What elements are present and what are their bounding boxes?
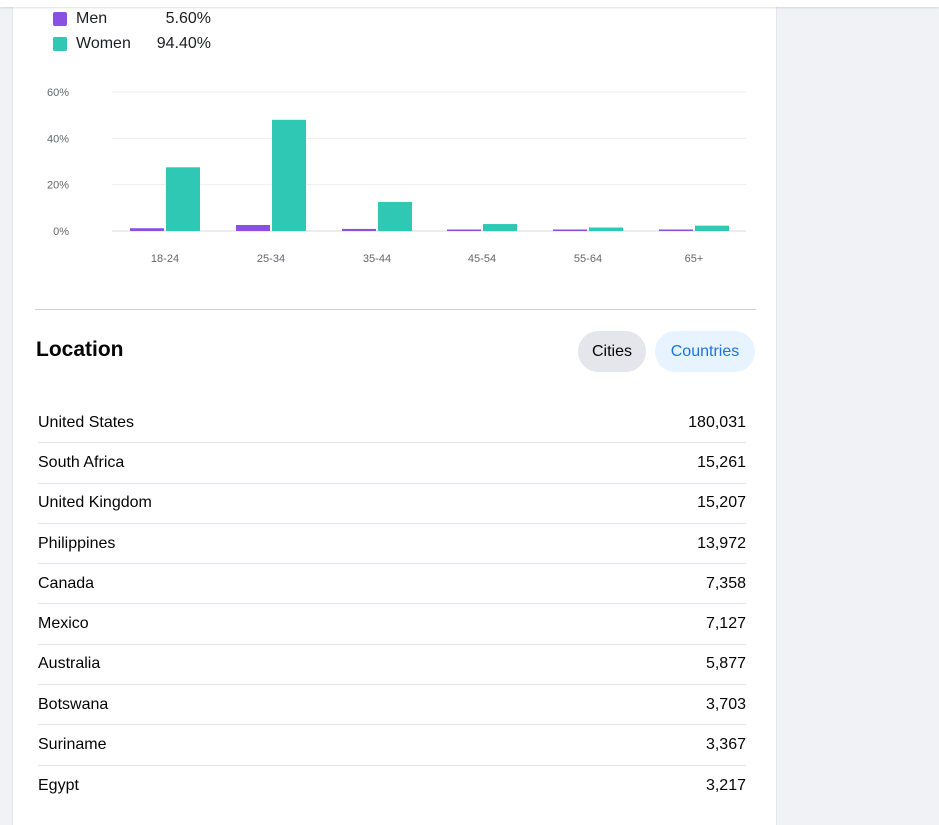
location-value: 3,217 xyxy=(705,776,746,794)
location-name: Suriname xyxy=(38,736,107,754)
list-item: Canada 7,358 xyxy=(38,564,746,605)
list-item: Botswana 3,703 xyxy=(38,685,746,726)
location-value: 3,703 xyxy=(705,695,746,713)
x-tick-label: 18-24 xyxy=(151,253,179,265)
list-item: Egypt 3,217 xyxy=(38,766,746,806)
location-value: 15,261 xyxy=(697,453,746,471)
list-item: Australia 5,877 xyxy=(38,645,746,686)
bar-women-65+[interactable] xyxy=(695,225,729,231)
bar-men-55-64[interactable] xyxy=(553,229,587,232)
location-value: 7,127 xyxy=(705,615,746,633)
legend-item-women: Women 94.40% xyxy=(53,34,211,54)
bar-men-25-34[interactable] xyxy=(236,224,270,231)
location-value: 5,877 xyxy=(705,655,746,673)
legend-swatch-men xyxy=(53,12,67,26)
section-divider xyxy=(35,309,756,310)
x-tick-label: 45-54 xyxy=(468,253,496,265)
location-value: 13,972 xyxy=(697,534,746,552)
location-name: Mexico xyxy=(38,615,89,633)
location-name: Canada xyxy=(38,574,95,592)
top-bar xyxy=(0,0,939,7)
age-gender-bar-chart: 0% 20% 40% 60% 18-24 25-34 35-44 45-54 55-64 65+ xyxy=(47,87,746,265)
bar-women-45-54[interactable] xyxy=(483,224,517,231)
location-value: 180,031 xyxy=(688,413,746,431)
legend-swatch-women xyxy=(53,37,67,51)
list-item: South Africa 15,261 xyxy=(38,443,746,484)
bar-men-45-54[interactable] xyxy=(447,229,481,232)
bar-women-35-44[interactable] xyxy=(378,202,412,231)
bar-men-35-44[interactable] xyxy=(342,228,376,231)
location-value: 7,358 xyxy=(705,574,746,592)
location-title: Location xyxy=(36,338,124,361)
bar-women-18-24[interactable] xyxy=(166,167,200,231)
y-tick-label: 60% xyxy=(47,87,69,99)
legend-label: Women xyxy=(76,35,131,52)
x-tick-label: 65+ xyxy=(685,253,704,265)
bar-women-55-64[interactable] xyxy=(589,227,623,231)
list-item: United Kingdom 15,207 xyxy=(38,484,746,524)
legend-item-men: Men 5.60% xyxy=(53,9,211,29)
bar-women-25-34[interactable] xyxy=(272,119,306,231)
bar-men-65+[interactable] xyxy=(659,229,693,232)
location-name: United States xyxy=(38,413,135,431)
x-tick-label: 35-44 xyxy=(363,253,391,265)
location-name: South Africa xyxy=(38,453,125,471)
audience-card: Men 5.60% Women 94.40% 0% 20% 40% 60% 18-24 2… xyxy=(12,0,777,825)
x-tick-label: 25-34 xyxy=(257,253,285,265)
location-value: 15,207 xyxy=(697,494,746,512)
location-value: 3,367 xyxy=(705,736,746,754)
location-name: Egypt xyxy=(38,776,79,794)
location-name: Australia xyxy=(38,655,101,673)
y-tick-label: 20% xyxy=(47,180,69,192)
legend-value: 5.60% xyxy=(165,10,211,27)
countries-toggle-button[interactable]: Countries xyxy=(655,331,755,372)
x-tick-label: 55-64 xyxy=(574,253,602,265)
list-item: Philippines 13,972 xyxy=(38,524,746,565)
location-name: United Kingdom xyxy=(38,494,152,512)
location-list: United States 180,031 South Africa 15,261 Un… xyxy=(38,403,746,806)
cities-toggle-button[interactable]: Cities xyxy=(578,331,646,372)
y-tick-label: 0% xyxy=(53,226,69,238)
location-name: Philippines xyxy=(38,534,116,552)
legend-value: 94.40% xyxy=(156,35,211,52)
list-item: United States 180,031 xyxy=(38,403,746,444)
bar-men-18-24[interactable] xyxy=(130,228,164,231)
list-item: Suriname 3,367 xyxy=(38,725,746,766)
legend-label: Men xyxy=(76,10,108,27)
list-item: Mexico 7,127 xyxy=(38,604,746,645)
y-tick-label: 40% xyxy=(47,133,69,145)
location-name: Botswana xyxy=(38,695,109,713)
